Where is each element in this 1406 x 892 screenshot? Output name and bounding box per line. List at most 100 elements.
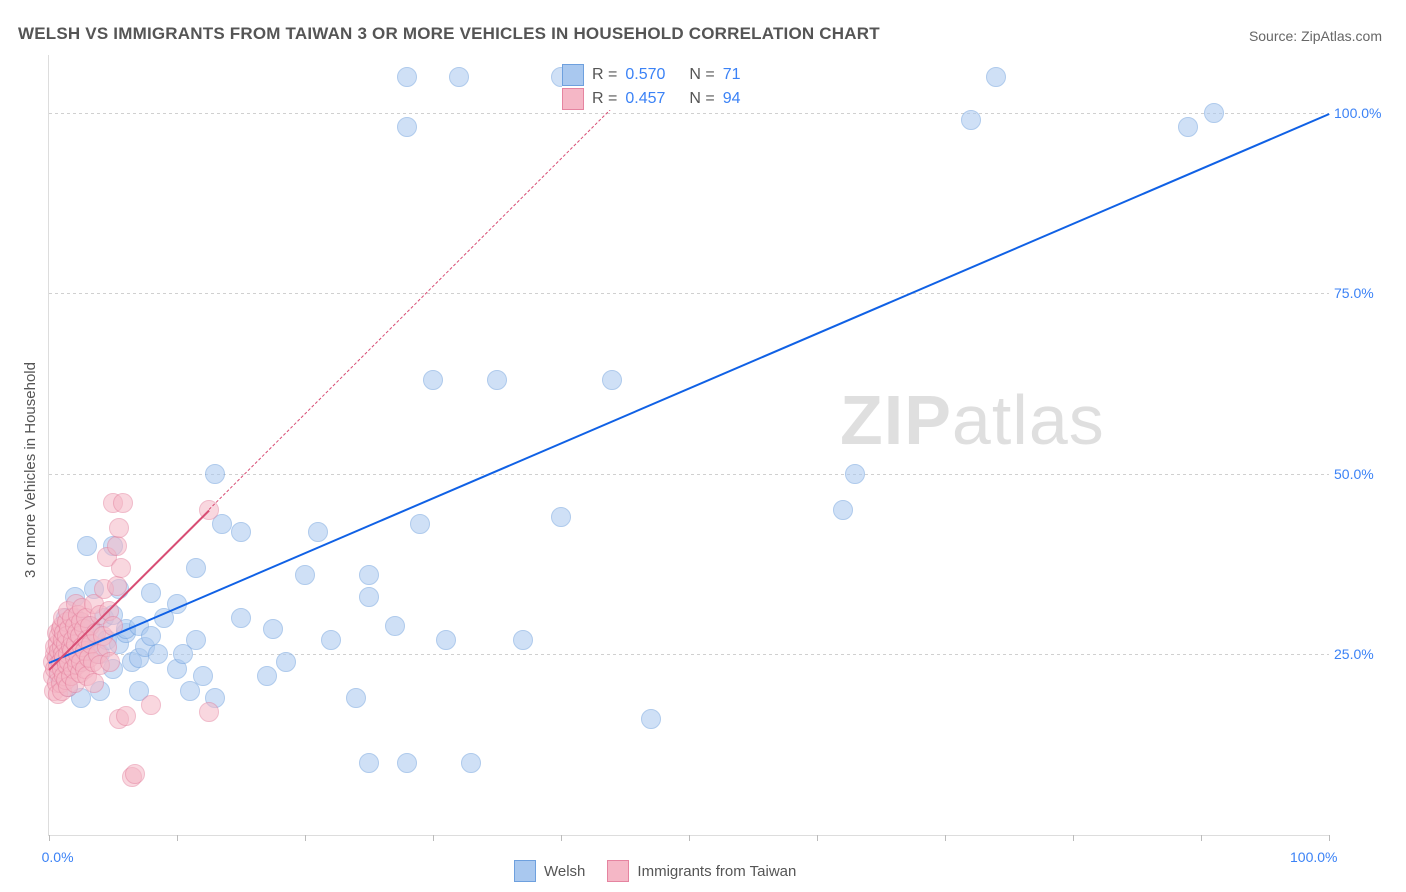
legend-row-welsh: R = 0.570 N = 71	[562, 64, 779, 86]
data-point-welsh	[487, 370, 507, 390]
x-tick-mark	[49, 835, 50, 841]
x-tick-mark	[1329, 835, 1330, 841]
legend-n-label: N =	[689, 90, 714, 108]
data-point-welsh	[461, 753, 481, 773]
series-legend-label: Immigrants from Taiwan	[637, 863, 796, 880]
source-label: Source:	[1249, 28, 1297, 44]
data-point-welsh	[423, 370, 443, 390]
source-value: ZipAtlas.com	[1301, 28, 1382, 44]
chart-container: WELSH VS IMMIGRANTS FROM TAIWAN 3 OR MOR…	[0, 0, 1406, 892]
x-tick-mark	[1201, 835, 1202, 841]
data-point-welsh	[141, 626, 161, 646]
data-point-taiwan	[199, 702, 219, 722]
data-point-welsh	[833, 500, 853, 520]
y-tick-label: 25.0%	[1334, 646, 1374, 662]
data-point-welsh	[397, 117, 417, 137]
data-point-welsh	[321, 630, 341, 650]
series-legend: Welsh Immigrants from Taiwan	[514, 860, 796, 882]
x-tick-mark	[1073, 835, 1074, 841]
data-point-taiwan	[111, 558, 131, 578]
data-point-taiwan	[141, 695, 161, 715]
data-point-taiwan	[116, 706, 136, 726]
data-point-taiwan	[100, 652, 120, 672]
series-legend-item-welsh: Welsh	[514, 860, 585, 882]
legend-n-label: N =	[689, 66, 714, 84]
data-point-welsh	[1204, 103, 1224, 123]
source-attribution: Source: ZipAtlas.com	[1249, 28, 1382, 44]
data-point-welsh	[602, 370, 622, 390]
data-point-welsh	[148, 644, 168, 664]
legend-row-taiwan: R = 0.457 N = 94	[562, 88, 779, 110]
data-point-welsh	[193, 666, 213, 686]
legend-swatch	[607, 860, 629, 882]
trend-line	[209, 70, 651, 511]
gridline-h	[49, 113, 1329, 114]
correlation-legend: R = 0.570 N = 71 R = 0.457 N = 94	[562, 64, 779, 110]
x-tick-label: 100.0%	[1290, 849, 1337, 865]
legend-r-label: R =	[592, 66, 617, 84]
series-legend-label: Welsh	[544, 863, 585, 880]
data-point-welsh	[385, 616, 405, 636]
data-point-welsh	[77, 536, 97, 556]
data-point-welsh	[845, 464, 865, 484]
plot-area	[48, 55, 1329, 836]
data-point-welsh	[641, 709, 661, 729]
data-point-welsh	[397, 753, 417, 773]
data-point-welsh	[231, 608, 251, 628]
x-tick-mark	[433, 835, 434, 841]
legend-swatch	[562, 64, 584, 86]
data-point-welsh	[1178, 117, 1198, 137]
x-tick-label: 0.0%	[42, 849, 74, 865]
trend-line	[49, 113, 1330, 664]
data-point-welsh	[359, 753, 379, 773]
data-point-welsh	[295, 565, 315, 585]
chart-title: WELSH VS IMMIGRANTS FROM TAIWAN 3 OR MOR…	[18, 24, 880, 44]
data-point-welsh	[961, 110, 981, 130]
series-legend-item-taiwan: Immigrants from Taiwan	[607, 860, 796, 882]
data-point-welsh	[513, 630, 533, 650]
data-point-taiwan	[107, 536, 127, 556]
x-tick-mark	[305, 835, 306, 841]
gridline-h	[49, 293, 1329, 294]
legend-r-label: R =	[592, 90, 617, 108]
data-point-welsh	[436, 630, 456, 650]
y-tick-label: 100.0%	[1334, 105, 1381, 121]
data-point-welsh	[308, 522, 328, 542]
data-point-welsh	[186, 558, 206, 578]
x-tick-mark	[561, 835, 562, 841]
data-point-taiwan	[125, 764, 145, 784]
legend-n-value: 94	[723, 90, 779, 108]
data-point-welsh	[986, 67, 1006, 87]
data-point-welsh	[397, 67, 417, 87]
data-point-welsh	[276, 652, 296, 672]
legend-swatch	[514, 860, 536, 882]
data-point-welsh	[141, 583, 161, 603]
x-tick-mark	[689, 835, 690, 841]
data-point-welsh	[257, 666, 277, 686]
legend-r-value: 0.570	[625, 66, 681, 84]
data-point-welsh	[410, 514, 430, 534]
x-tick-mark	[817, 835, 818, 841]
gridline-h	[49, 474, 1329, 475]
data-point-taiwan	[109, 518, 129, 538]
legend-n-value: 71	[723, 66, 779, 84]
x-tick-mark	[177, 835, 178, 841]
data-point-welsh	[359, 587, 379, 607]
legend-r-value: 0.457	[625, 90, 681, 108]
y-tick-label: 50.0%	[1334, 466, 1374, 482]
data-point-welsh	[449, 67, 469, 87]
gridline-h	[49, 654, 1329, 655]
data-point-taiwan	[113, 493, 133, 513]
data-point-welsh	[551, 507, 571, 527]
data-point-welsh	[346, 688, 366, 708]
data-point-welsh	[263, 619, 283, 639]
data-point-welsh	[186, 630, 206, 650]
x-tick-mark	[945, 835, 946, 841]
data-point-welsh	[231, 522, 251, 542]
data-point-taiwan	[84, 673, 104, 693]
y-axis-title: 3 or more Vehicles in Household	[22, 362, 39, 578]
data-point-welsh	[359, 565, 379, 585]
legend-swatch	[562, 88, 584, 110]
y-tick-label: 75.0%	[1334, 285, 1374, 301]
data-point-welsh	[205, 464, 225, 484]
